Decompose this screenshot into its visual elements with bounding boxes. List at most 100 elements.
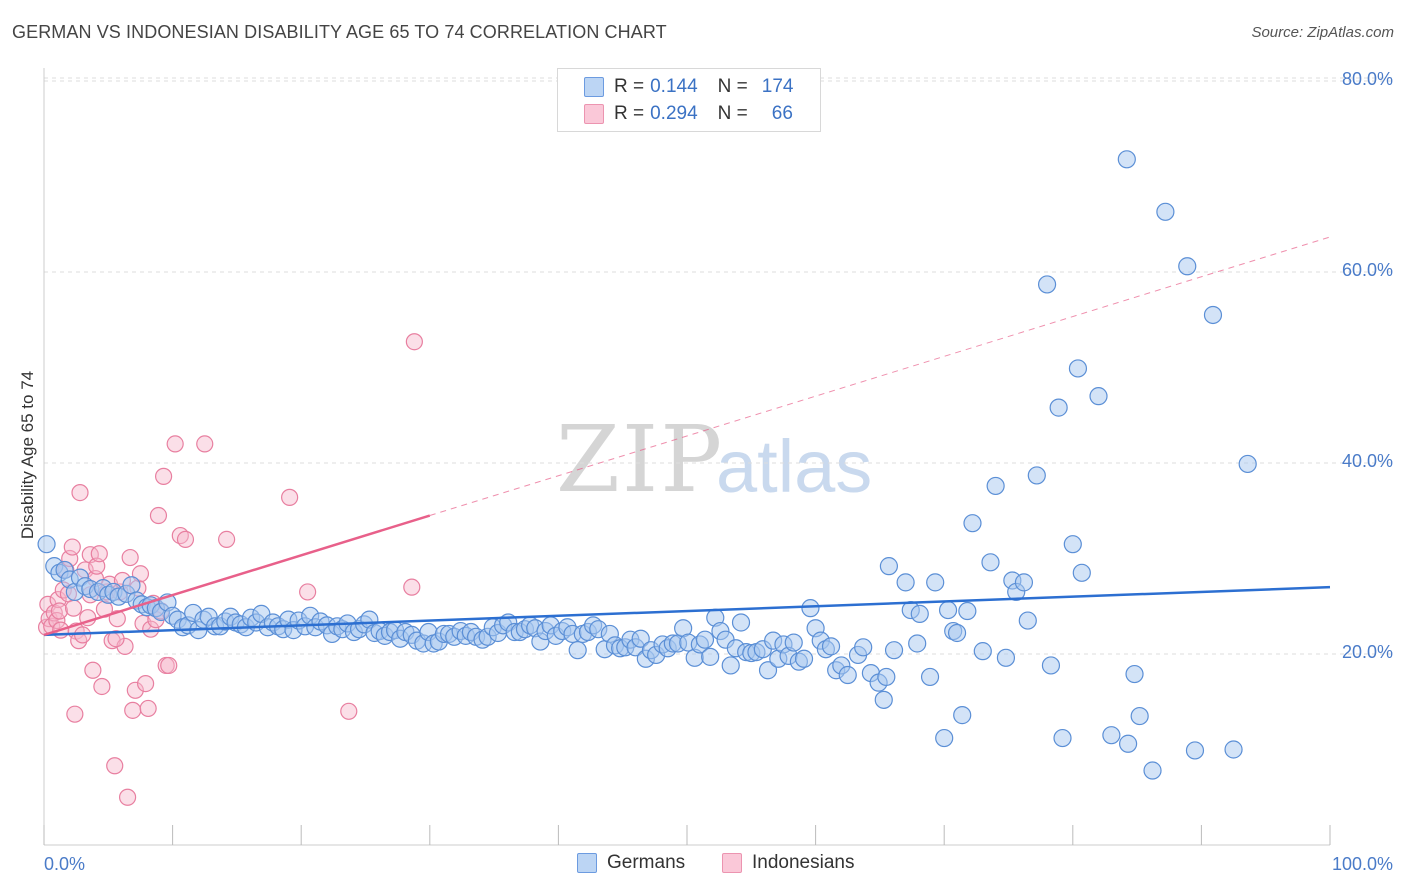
indonesians-swatch [584, 104, 604, 124]
german-point [1049, 398, 1068, 417]
german-point [838, 665, 857, 685]
german-point [1089, 387, 1108, 406]
german-point [1053, 728, 1072, 748]
german-point [1068, 359, 1088, 378]
indonesian-point [124, 701, 142, 719]
german-point [920, 667, 940, 687]
german-point [695, 630, 715, 649]
indonesian-point [403, 578, 421, 596]
axes [43, 68, 1331, 846]
indonesian-point [142, 620, 160, 638]
legend-n-value: 174 [761, 76, 794, 97]
germans-swatch [584, 77, 604, 97]
german-point [1178, 257, 1197, 276]
german-point [958, 601, 977, 621]
legend-n-value: 66 [771, 103, 793, 124]
indonesian-point [340, 702, 358, 720]
watermark-zip: ZIP [556, 406, 725, 513]
german-point [568, 641, 587, 660]
indonesian-point [166, 435, 184, 453]
indonesian-point [121, 548, 139, 567]
indonesian-point [281, 488, 299, 506]
indonesian-point [160, 656, 178, 675]
german-point [926, 573, 945, 592]
german-point [784, 633, 803, 652]
german-point [701, 647, 720, 666]
german-point [1130, 706, 1149, 726]
german-trend-line [43, 585, 1331, 637]
indonesian-point [106, 757, 124, 775]
indonesian-point [64, 599, 83, 617]
indonesian-point [136, 675, 155, 693]
tick-labels: 20.0% 40.0% 60.0% 80.0% 0.0% 100.0% [44, 69, 1393, 874]
indonesians-legend-swatch [722, 853, 742, 873]
indonesian-point [126, 681, 144, 699]
x-tick-label-min: 0.0% [44, 854, 85, 874]
german-point [758, 661, 778, 680]
german-point [631, 629, 650, 648]
german-point [1063, 535, 1082, 554]
german-point [122, 576, 141, 595]
german-point [963, 514, 982, 533]
german-point [1143, 761, 1162, 780]
german-point [877, 667, 896, 687]
germans-legend-label: Germans [607, 852, 686, 873]
indonesian-point [139, 699, 157, 718]
indonesian-point [196, 435, 214, 453]
german-point [981, 553, 1000, 572]
watermark-atlas: atlas [716, 425, 873, 508]
german-point [794, 649, 814, 668]
trend-lines [43, 236, 1331, 637]
x-tick-label-max: 100.0% [1332, 854, 1393, 874]
german-point [986, 476, 1005, 496]
indonesian-point [63, 538, 81, 556]
german-point [953, 706, 972, 725]
german-point [821, 637, 841, 656]
indonesian-point [107, 630, 125, 648]
indonesian-point [66, 705, 84, 723]
german-point [1156, 202, 1175, 221]
legend-n-label: N = [717, 76, 748, 97]
german-point [910, 604, 929, 623]
german-point [1102, 726, 1121, 745]
german-point [935, 728, 954, 748]
indonesian-trend-extension [429, 236, 1331, 517]
indonesians-legend-label: Indonesians [752, 852, 855, 873]
german-point [731, 613, 751, 632]
legend-r-value: 0.294 [650, 103, 698, 124]
german-point [1018, 611, 1037, 630]
y-tick-label: 20.0% [1342, 642, 1393, 662]
german-point [874, 690, 893, 709]
legend-item-germans: Germans [577, 852, 685, 874]
german-point [938, 600, 958, 620]
german-point [1185, 741, 1205, 760]
source-label: Source: ZipAtlas.com [1251, 24, 1394, 41]
german-point [879, 557, 899, 576]
indonesian-point [90, 545, 108, 563]
german-point [1203, 305, 1223, 325]
german-point [1014, 573, 1034, 592]
indonesian-point [149, 506, 168, 525]
indonesian-point [218, 530, 236, 549]
german-point [37, 535, 56, 554]
y-tick-label: 40.0% [1342, 451, 1393, 471]
indonesian-points [37, 333, 423, 806]
legend-item-indonesians: Indonesians [722, 852, 854, 874]
german-point [908, 634, 927, 653]
german-point [1037, 275, 1057, 294]
german-point [1224, 740, 1243, 759]
indonesian-point [71, 484, 89, 502]
german-point [801, 599, 820, 618]
german-point [996, 648, 1016, 667]
german-point [1238, 454, 1257, 474]
german-point [1027, 466, 1046, 485]
grid-lines [44, 77, 1395, 655]
german-point [721, 656, 740, 675]
indonesian-point [299, 583, 317, 601]
german-point [1125, 664, 1144, 684]
legend-r-value: 0.144 [650, 76, 698, 97]
series-legend: Germans Indonesians [0, 852, 1406, 878]
german-point [947, 623, 967, 643]
legend-row-indonesians: R = 0.294 N = 66 [584, 102, 797, 126]
